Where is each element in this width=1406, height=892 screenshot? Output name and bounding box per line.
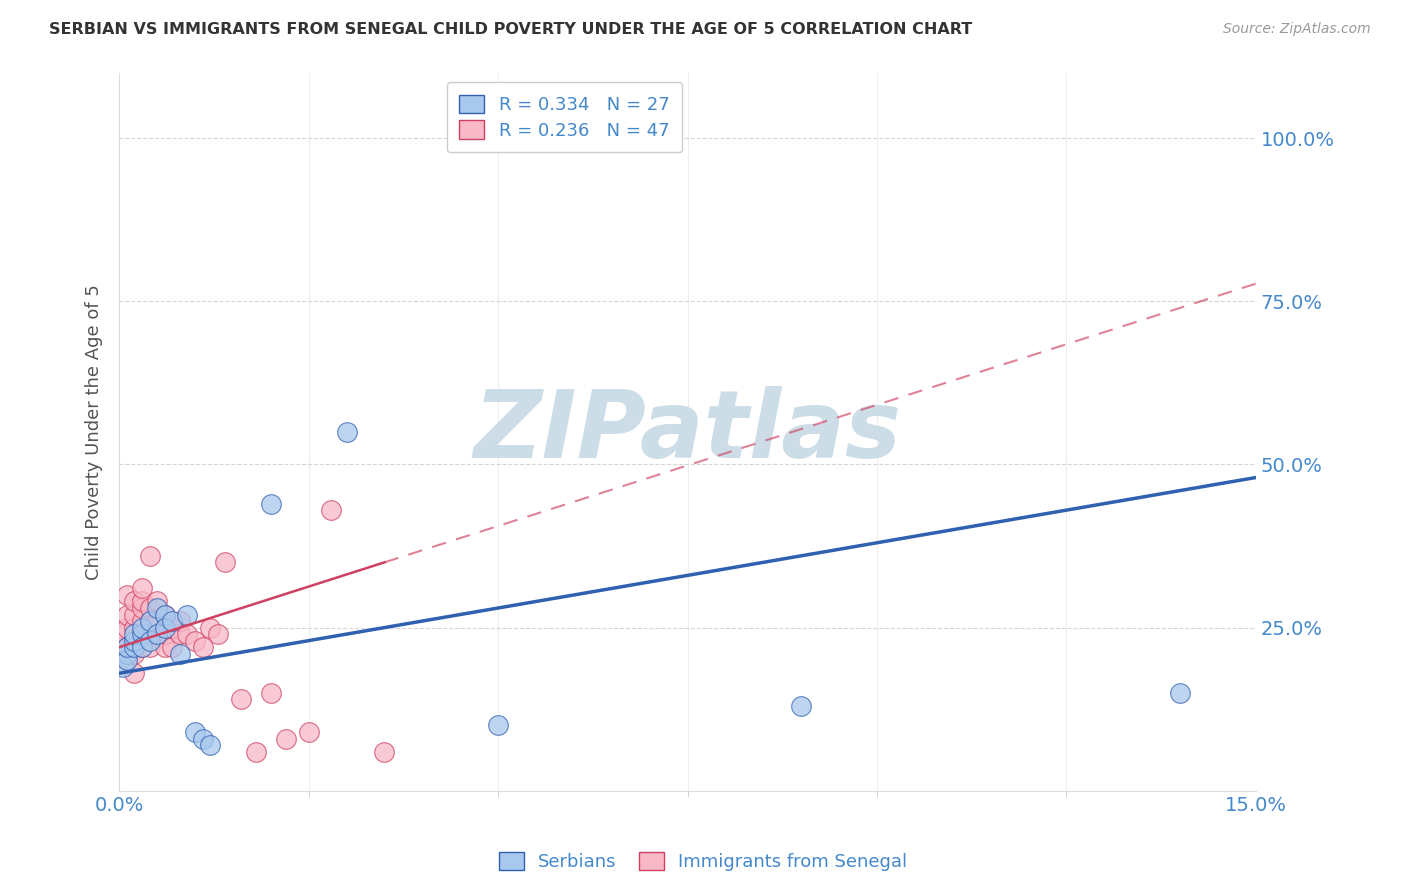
Point xyxy=(153,627,176,641)
Point xyxy=(124,666,146,681)
Point xyxy=(131,640,153,655)
Point xyxy=(373,745,395,759)
Point xyxy=(115,640,138,655)
Point xyxy=(131,614,153,628)
Point xyxy=(790,698,813,713)
Text: Source: ZipAtlas.com: Source: ZipAtlas.com xyxy=(1223,22,1371,37)
Point xyxy=(138,640,160,655)
Point xyxy=(169,647,191,661)
Point xyxy=(146,594,169,608)
Legend: R = 0.334   N = 27, R = 0.236   N = 47: R = 0.334 N = 27, R = 0.236 N = 47 xyxy=(447,82,682,153)
Point xyxy=(115,653,138,667)
Point xyxy=(115,640,138,655)
Point xyxy=(124,647,146,661)
Point xyxy=(138,614,160,628)
Point xyxy=(138,633,160,648)
Point xyxy=(191,731,214,746)
Point xyxy=(138,549,160,563)
Point xyxy=(153,621,176,635)
Point xyxy=(131,594,153,608)
Point xyxy=(200,738,222,752)
Point xyxy=(184,725,207,739)
Point xyxy=(131,627,153,641)
Point xyxy=(124,633,146,648)
Point xyxy=(184,633,207,648)
Point xyxy=(115,607,138,622)
Point xyxy=(131,640,153,655)
Point xyxy=(115,588,138,602)
Point xyxy=(260,497,283,511)
Point xyxy=(274,731,297,746)
Point xyxy=(131,627,153,641)
Point xyxy=(162,621,184,635)
Legend: Serbians, Immigrants from Senegal: Serbians, Immigrants from Senegal xyxy=(492,845,914,879)
Point xyxy=(124,607,146,622)
Point xyxy=(112,659,135,673)
Point xyxy=(245,745,267,759)
Point xyxy=(146,614,169,628)
Point xyxy=(124,640,146,655)
Point xyxy=(138,601,160,615)
Y-axis label: Child Poverty Under the Age of 5: Child Poverty Under the Age of 5 xyxy=(86,284,103,580)
Point xyxy=(115,653,138,667)
Point xyxy=(260,686,283,700)
Point xyxy=(131,621,153,635)
Point xyxy=(169,614,191,628)
Point xyxy=(146,601,169,615)
Point xyxy=(131,601,153,615)
Text: SERBIAN VS IMMIGRANTS FROM SENEGAL CHILD POVERTY UNDER THE AGE OF 5 CORRELATION : SERBIAN VS IMMIGRANTS FROM SENEGAL CHILD… xyxy=(49,22,973,37)
Point xyxy=(214,555,236,569)
Point xyxy=(169,627,191,641)
Point xyxy=(153,607,176,622)
Point xyxy=(162,640,184,655)
Point xyxy=(115,647,138,661)
Point xyxy=(146,627,169,641)
Text: ZIPatlas: ZIPatlas xyxy=(474,386,901,478)
Point xyxy=(298,725,321,739)
Point xyxy=(176,607,198,622)
Point xyxy=(138,614,160,628)
Point xyxy=(131,582,153,596)
Point xyxy=(200,621,222,635)
Point xyxy=(124,627,146,641)
Point xyxy=(162,614,184,628)
Point xyxy=(153,640,176,655)
Point xyxy=(176,627,198,641)
Point xyxy=(336,425,359,439)
Point xyxy=(124,594,146,608)
Point xyxy=(138,627,160,641)
Point xyxy=(191,640,214,655)
Point xyxy=(146,627,169,641)
Point xyxy=(124,633,146,648)
Point xyxy=(115,621,138,635)
Point xyxy=(486,718,509,732)
Point xyxy=(207,627,229,641)
Point xyxy=(229,692,252,706)
Point xyxy=(1168,686,1191,700)
Point xyxy=(110,640,132,655)
Point xyxy=(124,621,146,635)
Point xyxy=(112,627,135,641)
Point xyxy=(321,503,343,517)
Point xyxy=(153,607,176,622)
